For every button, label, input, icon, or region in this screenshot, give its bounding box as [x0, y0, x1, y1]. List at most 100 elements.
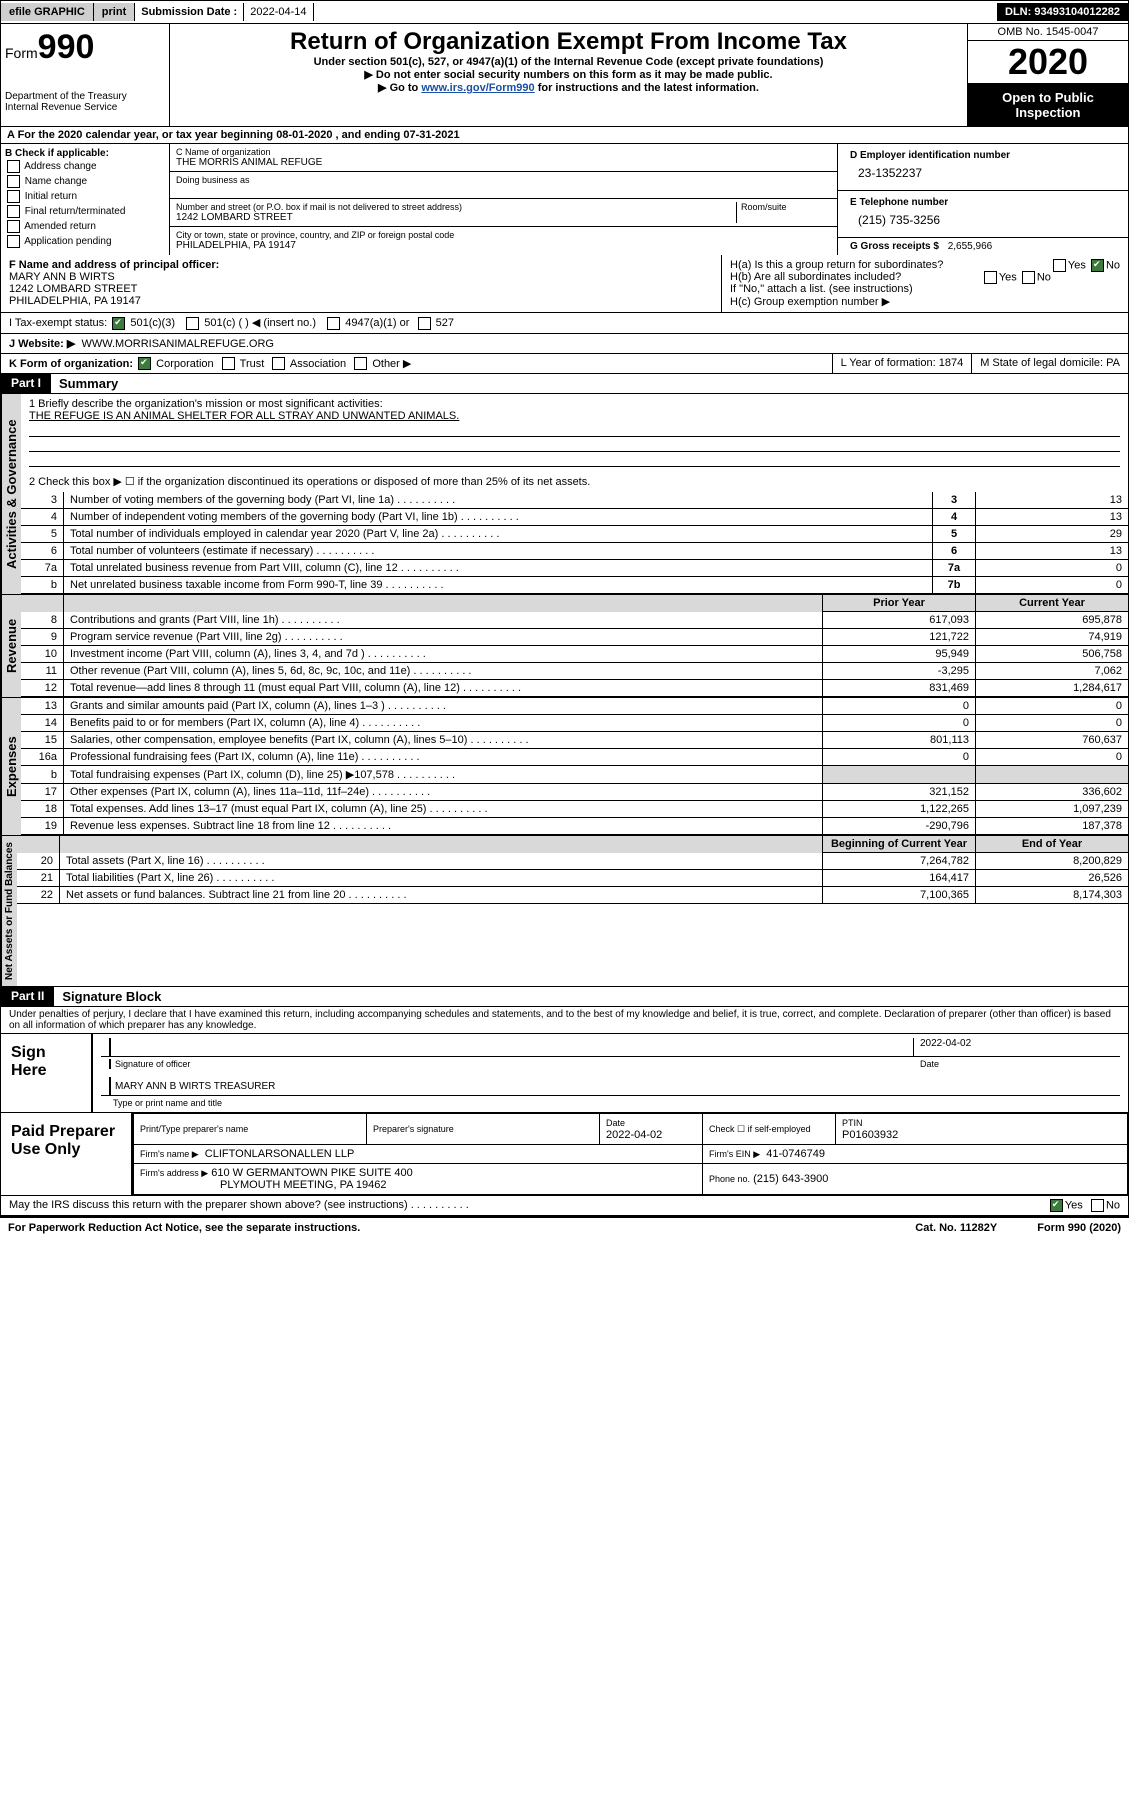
table-row: 6Total number of volunteers (estimate if… [21, 543, 1128, 560]
ha-text: H(a) Is this a group return for subordin… [730, 259, 943, 271]
room-lbl: Room/suite [741, 202, 831, 212]
chk-assoc[interactable] [272, 357, 285, 370]
firm-addr: Firm's address ▶ 610 W GERMANTOWN PIKE S… [134, 1164, 703, 1195]
irs-label: Internal Revenue Service [5, 102, 117, 113]
blank-line-1 [29, 422, 1120, 437]
city-lbl: City or town, state or province, country… [176, 230, 831, 240]
table-row: 22Net assets or fund balances. Subtract … [17, 887, 1128, 904]
table-row: 3Number of voting members of the governi… [21, 492, 1128, 509]
j-val: WWW.MORRISANIMALREFUGE.ORG [81, 338, 274, 350]
part1-hdr: Part I [1, 374, 51, 393]
return-title: Return of Organization Exempt From Incom… [174, 28, 963, 56]
gov-table: 3Number of voting members of the governi… [21, 492, 1128, 594]
part2-header-row: Part II Signature Block [0, 987, 1129, 1007]
table-row: 16aProfessional fundraising fees (Part I… [21, 749, 1128, 766]
table-row: bTotal fundraising expenses (Part IX, co… [21, 766, 1128, 784]
sig-date-cap: Date [920, 1059, 1120, 1069]
dba-cell: Doing business as [170, 172, 837, 199]
tab-net-assets: Net Assets or Fund Balances [1, 836, 17, 986]
header-mid: Return of Organization Exempt From Incom… [170, 24, 967, 126]
sub3-b: for instructions and the latest informat… [535, 82, 759, 94]
chk-name-change[interactable]: Name change [5, 174, 165, 189]
k-o3: Association [290, 358, 346, 370]
sig-caption-1: Signature of officer Date [101, 1059, 1120, 1069]
discuss-text: May the IRS discuss this return with the… [1, 1196, 1040, 1215]
k-o1: Corporation [156, 358, 213, 370]
f-addr1: 1242 LOMBARD STREET [9, 283, 713, 295]
part1-gov-block: Activities & Governance 1 Briefly descri… [0, 394, 1129, 595]
chk-501c3[interactable] [112, 317, 125, 330]
omb-number: OMB No. 1545-0047 [968, 24, 1128, 41]
paid-preparer-block: Paid Preparer Use Only Print/Type prepar… [0, 1113, 1129, 1196]
hb-yes-chk[interactable] [984, 271, 997, 284]
col-c-org-info: C Name of organization THE MORRIS ANIMAL… [170, 144, 837, 255]
box-h: H(a) Is this a group return for subordin… [721, 255, 1128, 312]
q1-answer: THE REFUGE IS AN ANIMAL SHELTER FOR ALL … [29, 410, 1120, 422]
gross-val: 2,655,966 [948, 241, 993, 252]
ha-yes-chk[interactable] [1053, 259, 1066, 272]
opt-4: Amended return [24, 221, 96, 232]
table-row: 19Revenue less expenses. Subtract line 1… [21, 818, 1128, 835]
org-name: THE MORRIS ANIMAL REFUGE [176, 157, 831, 168]
form990-link[interactable]: www.irs.gov/Form990 [421, 82, 534, 94]
chk-final-return[interactable]: Final return/terminated [5, 204, 165, 219]
table-row: 5Total number of individuals employed in… [21, 526, 1128, 543]
chk-4947[interactable] [327, 317, 340, 330]
gross-lbl: G Gross receipts $ [844, 238, 945, 255]
addr-cell: Number and street (or P.O. box if mail i… [170, 199, 837, 227]
part1-rev-block: Revenue Prior Year Current Year 8Contrib… [0, 595, 1129, 698]
h-note: If "No," attach a list. (see instruction… [730, 283, 1120, 295]
discuss-no-chk[interactable] [1091, 1199, 1104, 1212]
chk-amended-return[interactable]: Amended return [5, 219, 165, 234]
discuss-row: May the IRS discuss this return with the… [0, 1196, 1129, 1216]
addr-val: 1242 LOMBARD STREET [176, 212, 736, 223]
sig-date-val: 2022-04-02 [913, 1038, 1120, 1056]
i-o1: 501(c)(3) [130, 317, 175, 329]
m-state: M State of legal domicile: PA [971, 354, 1128, 374]
sign-body: 2022-04-02 Signature of officer Date MAR… [93, 1034, 1128, 1112]
chk-address-change[interactable]: Address change [5, 159, 165, 174]
table-row: 9Program service revenue (Part VIII, lin… [21, 629, 1128, 646]
j-lbl: J Website: ▶ [9, 338, 75, 350]
ha-no-chk[interactable] [1091, 259, 1104, 272]
tab-governance: Activities & Governance [1, 394, 21, 594]
print-button[interactable]: print [94, 3, 135, 21]
ptin-cell: PTINP01603932 [836, 1114, 1128, 1145]
table-row: 13Grants and similar amounts paid (Part … [21, 698, 1128, 715]
chk-corp[interactable] [138, 357, 151, 370]
f-addr2: PHILADELPHIA, PA 19147 [9, 295, 713, 307]
dept-treasury: Department of the Treasury [5, 91, 127, 102]
k-lbl: K Form of organization: [9, 358, 133, 370]
chk-app-pending[interactable]: Application pending [5, 234, 165, 249]
table-row: 4Number of independent voting members of… [21, 509, 1128, 526]
i-lbl: I Tax-exempt status: [9, 317, 107, 329]
net-header-row: Beginning of Current Year End of Year [17, 836, 1128, 853]
sub3-a: Go to [390, 82, 422, 94]
prep-date: Date2022-04-02 [600, 1114, 703, 1145]
opt-0: Address change [24, 161, 96, 172]
f-name: MARY ANN B WIRTS [9, 271, 713, 283]
gross-cell: G Gross receipts $ 2,655,966 [838, 238, 1128, 255]
chk-initial-return[interactable]: Initial return [5, 189, 165, 204]
open-to-public: Open to Public Inspection [968, 84, 1128, 126]
q2: 2 Check this box ▶ ☐ if the organization… [21, 471, 1128, 492]
footer-right: Form 990 (2020) [1037, 1222, 1121, 1234]
blank-line-2 [29, 437, 1120, 452]
chk-527[interactable] [418, 317, 431, 330]
efile-button[interactable]: efile GRAPHIC [1, 3, 94, 21]
chk-501c[interactable] [186, 317, 199, 330]
officer-name: MARY ANN B WIRTS TREASURER [111, 1077, 1120, 1095]
chk-trust[interactable] [222, 357, 235, 370]
chk-other[interactable] [354, 357, 367, 370]
f-lbl: F Name and address of principal officer: [9, 259, 713, 271]
discuss-yes-chk[interactable] [1050, 1199, 1063, 1212]
q1-text: 1 Briefly describe the organization's mi… [29, 398, 1120, 410]
header-right: OMB No. 1545-0047 2020 Open to Public In… [967, 24, 1128, 126]
ha-yes: Yes [1068, 259, 1086, 271]
discuss-yes: Yes [1065, 1200, 1083, 1212]
net-table: Beginning of Current Year End of Year 20… [17, 836, 1128, 904]
form-number: Form990 [5, 28, 165, 67]
addr-lbl: Number and street (or P.O. box if mail i… [176, 202, 736, 212]
i-o3: 4947(a)(1) or [345, 317, 409, 329]
hb-no-chk[interactable] [1022, 271, 1035, 284]
